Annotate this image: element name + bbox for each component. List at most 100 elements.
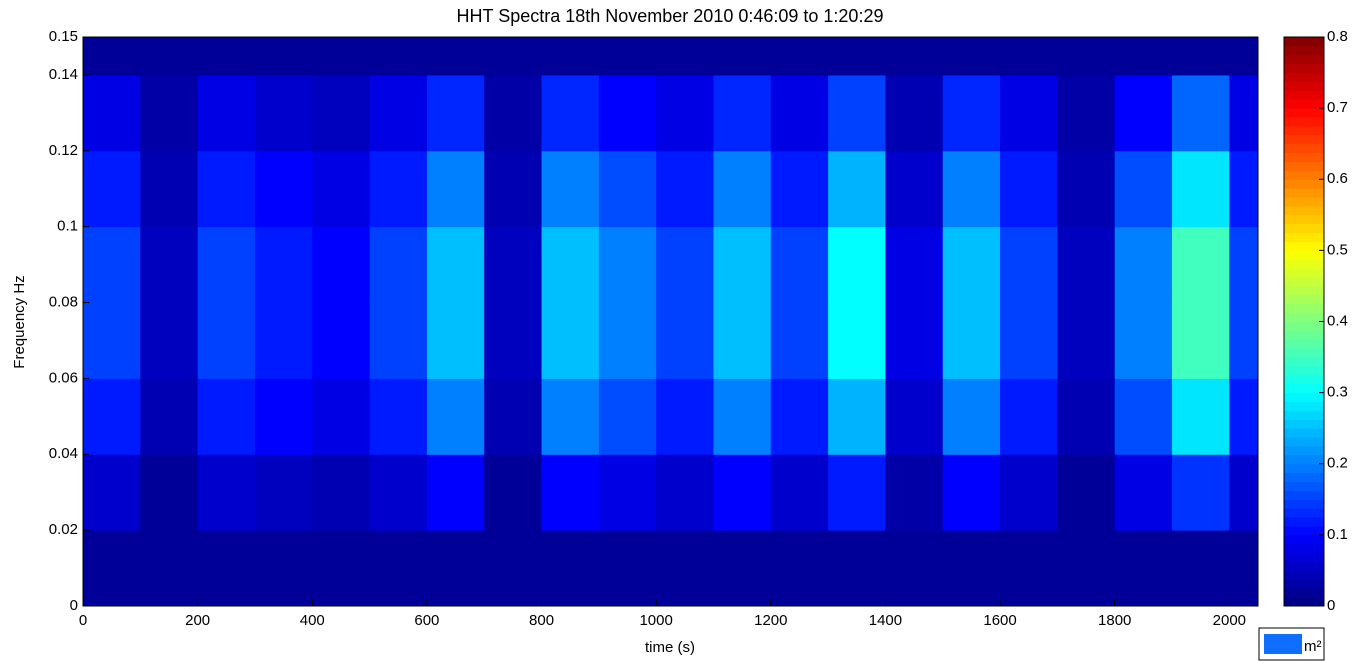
heatmap-cell (885, 150, 944, 228)
heatmap-cell (713, 378, 772, 455)
heatmap-cell (197, 74, 256, 152)
heatmap-cell (140, 150, 199, 228)
x-tick-label: 600 (414, 612, 439, 629)
colorbar-segment (1284, 339, 1324, 349)
heatmap-cell (598, 378, 657, 455)
plot-frame (82, 36, 1259, 607)
colorbar-segment (1284, 161, 1324, 171)
colorbar-segment (1284, 134, 1324, 145)
x-tick-label: 800 (529, 612, 554, 629)
heatmap-cell (484, 37, 543, 76)
colorbar-segment (1284, 357, 1324, 367)
heatmap-cell (656, 150, 714, 228)
heatmap-cell (1229, 74, 1259, 152)
heatmap-cell (1172, 74, 1230, 152)
colorbar-segment (1284, 570, 1324, 580)
colorbar-segment (1284, 277, 1324, 287)
heatmap-cell (713, 454, 772, 531)
heatmap-cell (1172, 454, 1230, 531)
heatmap-cell (656, 74, 714, 152)
heatmap-cell (369, 37, 428, 76)
heatmap-cell (254, 302, 313, 379)
heatmap-cell (426, 150, 485, 228)
heatmap-cell (197, 454, 256, 531)
y-tick-label: 0.12 (49, 142, 78, 159)
heatmap-cell (197, 530, 256, 607)
heatmap-cell (598, 150, 657, 228)
chart-title: HHT Spectra 18th November 2010 0:46:09 t… (457, 6, 884, 26)
colorbar-segment (1284, 437, 1324, 447)
colorbar-segment (1284, 232, 1324, 242)
heatmap-cell (1172, 150, 1230, 228)
heatmap-cell (541, 378, 600, 455)
heatmap-cell (1057, 74, 1116, 152)
heatmap-cell (83, 226, 141, 304)
heatmap-cell (942, 226, 1001, 304)
heatmap-cell (254, 226, 313, 304)
colorbar-segment (1284, 152, 1324, 162)
heatmap-cell (1172, 226, 1230, 304)
heatmap-cell (484, 378, 543, 455)
colorbar-tick-label: 0.7 (1327, 99, 1348, 116)
colorbar-segment (1284, 170, 1324, 180)
colorbar-segment (1284, 312, 1324, 322)
colorbar-segment (1284, 81, 1324, 91)
heatmap-cell (770, 454, 829, 531)
heatmap-cell (254, 530, 313, 607)
heatmap-cell (1000, 74, 1058, 152)
heatmap-cell (140, 302, 199, 379)
heatmap-cell (1000, 302, 1058, 379)
colorbar-segment (1284, 472, 1324, 483)
x-tick-label: 1400 (869, 612, 902, 629)
heatmap-cell (713, 226, 772, 304)
y-tick-label: 0.14 (49, 66, 78, 83)
y-tick-label: 0 (70, 597, 78, 614)
colorbar-segment (1284, 99, 1324, 109)
colorbar-segment (1284, 481, 1324, 491)
heatmap-cell (598, 37, 657, 76)
y-tick-label: 0.08 (49, 294, 78, 311)
colorbar-segment (1284, 294, 1324, 305)
heatmap-cell (1000, 454, 1058, 531)
heatmap-cell (770, 150, 829, 228)
heatmap-cell (885, 530, 944, 607)
colorbar-segment (1284, 561, 1324, 571)
unit-label: m² (1304, 638, 1322, 655)
heatmap-cell (541, 74, 600, 152)
heatmap-cell (197, 150, 256, 228)
heatmap-cell (942, 37, 1001, 76)
heatmap-cell (770, 37, 829, 76)
colorbar-segment (1284, 597, 1324, 607)
heatmap-cell (1229, 378, 1259, 455)
heatmap-cell (541, 226, 600, 304)
heatmap-cell (1057, 226, 1116, 304)
heatmap-cell (426, 74, 485, 152)
heatmap-cell (83, 74, 141, 152)
heatmap-cell (426, 302, 485, 379)
heatmap-cell (312, 378, 371, 455)
heatmap-cell (828, 454, 886, 531)
heatmap-cell (1229, 302, 1259, 379)
colorbar-segment (1284, 108, 1324, 118)
heatmap-cell (770, 378, 829, 455)
colorbar-segment (1284, 365, 1324, 376)
colorbar-tick-label: 0.5 (1327, 241, 1348, 258)
heatmap-cell (828, 37, 886, 76)
heatmap-cell (942, 378, 1001, 455)
colorbar-tick-label: 0.2 (1327, 455, 1348, 472)
heatmap-cell (254, 74, 313, 152)
colorbar-segment (1284, 188, 1324, 198)
heatmap-cell (713, 150, 772, 228)
heatmap-cell (254, 150, 313, 228)
heatmap-cell (369, 454, 428, 531)
heatmap-cell (426, 378, 485, 455)
colorbar-segment (1284, 330, 1324, 340)
heatmap-cell (541, 150, 600, 228)
colorbar-segment (1284, 454, 1324, 465)
heatmap-cell (1172, 378, 1230, 455)
heatmap-cell (770, 226, 829, 304)
heatmap-cell (1057, 302, 1116, 379)
colorbar-segment (1284, 54, 1324, 65)
heatmap-cell (1057, 454, 1116, 531)
y-tick-label: 0.04 (49, 445, 78, 462)
